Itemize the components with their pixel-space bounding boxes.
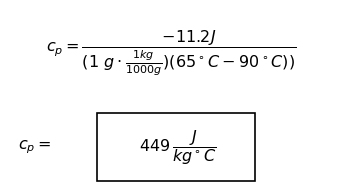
Text: $c_p = \dfrac{-11.2J}{(1\ g \cdot \frac{1kg}{1000g})(65^\circ C - 90^\circ C))}$: $c_p = \dfrac{-11.2J}{(1\ g \cdot \frac{… [46,28,296,78]
Text: $449\,\dfrac{J}{kg{^\circ}C}$: $449\,\dfrac{J}{kg{^\circ}C}$ [139,128,217,167]
Text: $c_p =$: $c_p =$ [17,139,51,156]
